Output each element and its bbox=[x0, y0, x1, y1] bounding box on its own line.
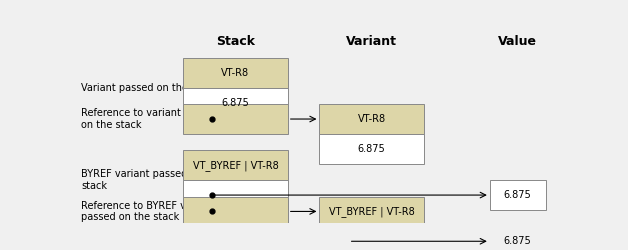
Bar bbox=[320, 226, 424, 250]
Bar bbox=[183, 104, 288, 134]
Text: 6.875: 6.875 bbox=[358, 144, 386, 154]
Bar bbox=[183, 180, 288, 210]
Bar bbox=[320, 196, 424, 226]
Text: VT-R8: VT-R8 bbox=[222, 68, 249, 78]
Text: Reference to variant passed
on the stack: Reference to variant passed on the stack bbox=[81, 108, 219, 130]
Text: 6.875: 6.875 bbox=[504, 236, 532, 246]
Text: Variant passed on the stack: Variant passed on the stack bbox=[81, 83, 217, 93]
Text: Stack: Stack bbox=[216, 35, 255, 48]
Text: 6.875: 6.875 bbox=[504, 190, 532, 200]
Text: 6.875: 6.875 bbox=[222, 98, 249, 108]
Text: VT-R8: VT-R8 bbox=[358, 114, 386, 124]
Bar bbox=[183, 196, 288, 226]
Text: Value: Value bbox=[498, 35, 537, 48]
Bar bbox=[320, 104, 424, 134]
Text: Reference to BYREF variant
passed on the stack: Reference to BYREF variant passed on the… bbox=[81, 201, 215, 222]
Bar bbox=[183, 58, 288, 88]
Text: Variant: Variant bbox=[346, 35, 398, 48]
Bar bbox=[490, 226, 546, 250]
Bar bbox=[183, 150, 288, 180]
Text: VT_BYREF | VT-R8: VT_BYREF | VT-R8 bbox=[329, 206, 414, 217]
Text: BYREF variant passed on the
stack: BYREF variant passed on the stack bbox=[81, 169, 222, 191]
Text: VT_BYREF | VT-R8: VT_BYREF | VT-R8 bbox=[193, 160, 278, 171]
Bar bbox=[183, 88, 288, 118]
Bar bbox=[490, 180, 546, 210]
Bar bbox=[320, 134, 424, 164]
